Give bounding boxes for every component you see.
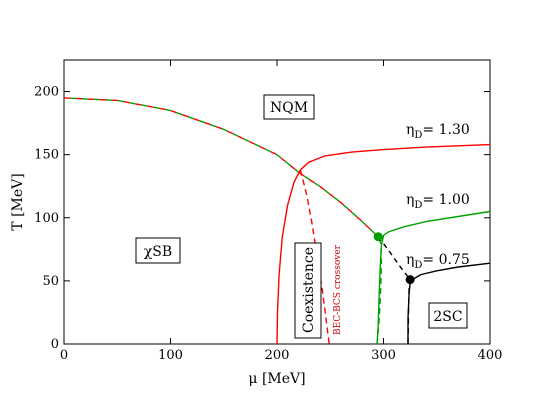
- chisb-label-box: [135, 237, 181, 264]
- common-boundary-red-dash: [63, 97, 379, 238]
- chisb-label: χSB: [144, 244, 172, 260]
- coexistence-label-box: [294, 242, 322, 339]
- series-line-1: [376, 210, 491, 345]
- crossover-label: BEC-BCS crossover: [333, 244, 343, 335]
- x-tick-label-2: 200: [265, 348, 290, 363]
- y-tick-label-4: 200: [34, 85, 59, 100]
- eta-label-130: ηD= 1.30: [406, 122, 470, 141]
- eta-label-075: ηD= 0.75: [406, 252, 470, 271]
- y-tick-label-1: 50: [42, 274, 59, 289]
- x-tick-label-0: 0: [60, 348, 68, 363]
- x-tick-label-3: 300: [371, 348, 396, 363]
- nqm-label: NQM: [270, 100, 308, 116]
- axis-ticks: 0 100 200 300 400 0 50 100 150 200: [34, 60, 502, 363]
- critical-point-0: [373, 232, 383, 242]
- common-boundary-green-dash: [63, 97, 379, 238]
- critical-point-1: [405, 275, 415, 285]
- x-tick-label-1: 100: [158, 348, 183, 363]
- y-tick-label-3: 150: [34, 148, 59, 163]
- coexistence-label: Coexistence: [301, 247, 317, 333]
- y-axis-label: T [MeV]: [10, 173, 26, 230]
- x-tick-label-4: 400: [478, 348, 503, 363]
- twosc-label: 2SC: [433, 309, 462, 325]
- nqm-label-box: [263, 94, 315, 120]
- x-axis-label: μ [MeV]: [248, 371, 305, 387]
- y-tick-label-0: 0: [51, 337, 59, 352]
- series-dashed-line-1: [376, 237, 383, 345]
- eta-label-100: ηD= 1.00: [406, 192, 470, 211]
- y-tick-label-2: 100: [34, 211, 59, 226]
- critical-points: [373, 232, 415, 285]
- twosc-label-box: [428, 302, 468, 329]
